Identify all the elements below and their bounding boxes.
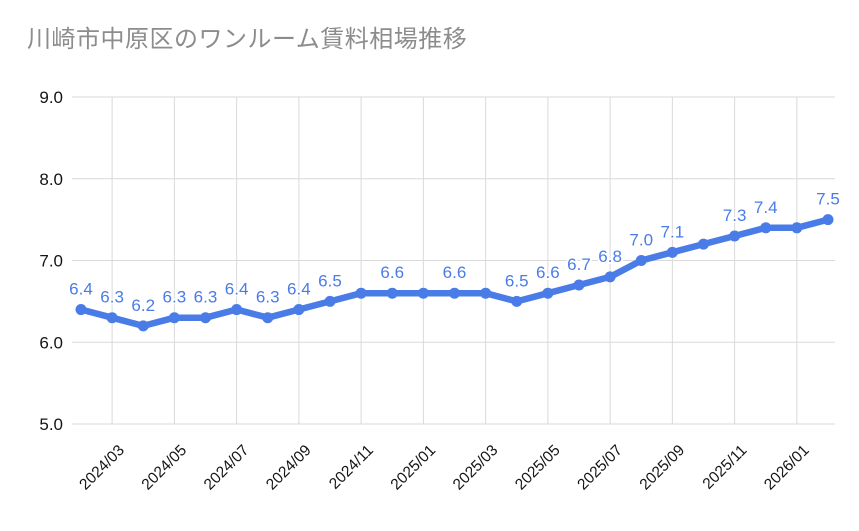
x-axis-tick-label: 2024/03 [76, 442, 128, 494]
data-point[interactable] [293, 304, 305, 316]
x-axis-tick-label: 2024/09 [263, 442, 315, 494]
x-axis-tick-label: 2025/11 [700, 442, 751, 493]
y-axis-tick-label: 9.0 [39, 88, 63, 107]
data-point[interactable] [573, 279, 585, 291]
data-point-label: 6.3 [194, 288, 218, 307]
data-point[interactable] [511, 295, 523, 307]
data-point-label: 6.6 [443, 263, 467, 282]
data-point[interactable] [635, 255, 647, 266]
y-axis-tick-label: 6.0 [39, 333, 63, 352]
data-point[interactable] [542, 287, 554, 299]
data-point-label: 6.8 [598, 247, 622, 266]
data-point[interactable] [231, 304, 243, 316]
data-point-label: 6.7 [567, 255, 591, 274]
data-point-label: 7.5 [816, 190, 840, 209]
data-point[interactable] [698, 238, 709, 250]
data-point[interactable] [791, 222, 803, 234]
y-axis-tick-label: 5.0 [39, 415, 63, 434]
data-point[interactable] [417, 287, 429, 299]
x-axis-tick-label: 2025/01 [388, 442, 440, 494]
x-axis-tick-label: 2026/01 [761, 442, 813, 494]
x-axis-tick-label: 2025/03 [450, 442, 502, 494]
x-axis-tick-label: 2024/05 [139, 442, 191, 494]
data-point-label: 6.3 [100, 288, 124, 307]
data-point[interactable] [822, 214, 834, 226]
data-point[interactable] [168, 312, 180, 324]
y-axis-tick-label: 8.0 [39, 170, 63, 189]
data-point[interactable] [200, 312, 211, 324]
data-point[interactable] [262, 312, 274, 324]
data-point-label: 6.5 [318, 271, 342, 290]
data-point-label: 7.0 [629, 231, 653, 250]
x-axis-tick-label: 2025/05 [512, 442, 564, 494]
data-point-label: 7.3 [723, 206, 747, 225]
data-point[interactable] [480, 287, 492, 299]
x-axis-tick-label: 2024/07 [201, 442, 253, 494]
data-point-label: 6.6 [380, 263, 404, 282]
data-point-label: 6.5 [505, 271, 529, 290]
data-point-label: 6.4 [69, 280, 93, 299]
data-point[interactable] [355, 287, 367, 299]
data-point[interactable] [729, 230, 741, 242]
data-point-label: 6.3 [256, 288, 280, 307]
data-point-label: 7.4 [754, 198, 778, 217]
chart-title: 川崎市中原区のワンルーム賃料相場推移 [27, 26, 468, 53]
data-point-label: 6.4 [287, 280, 311, 299]
data-point-label: 6.4 [225, 280, 249, 299]
data-point[interactable] [604, 271, 616, 283]
x-axis-tick-label: 2024/11 [326, 442, 377, 493]
data-point-label: 7.1 [661, 222, 685, 241]
data-point-label: 6.2 [131, 296, 155, 315]
data-point[interactable] [666, 246, 678, 258]
data-point[interactable] [324, 295, 336, 307]
data-point-label: 6.3 [163, 288, 187, 307]
data-point-label: 6.6 [536, 263, 560, 282]
data-point[interactable] [449, 287, 460, 299]
y-axis-tick-label: 7.0 [39, 252, 63, 271]
data-point[interactable] [137, 320, 149, 332]
x-axis-tick-label: 2025/07 [574, 442, 626, 494]
data-point[interactable] [386, 287, 398, 299]
x-axis-tick-label: 2025/09 [637, 442, 689, 494]
data-point[interactable] [760, 222, 772, 234]
data-point[interactable] [106, 312, 118, 324]
data-point[interactable] [75, 304, 87, 316]
